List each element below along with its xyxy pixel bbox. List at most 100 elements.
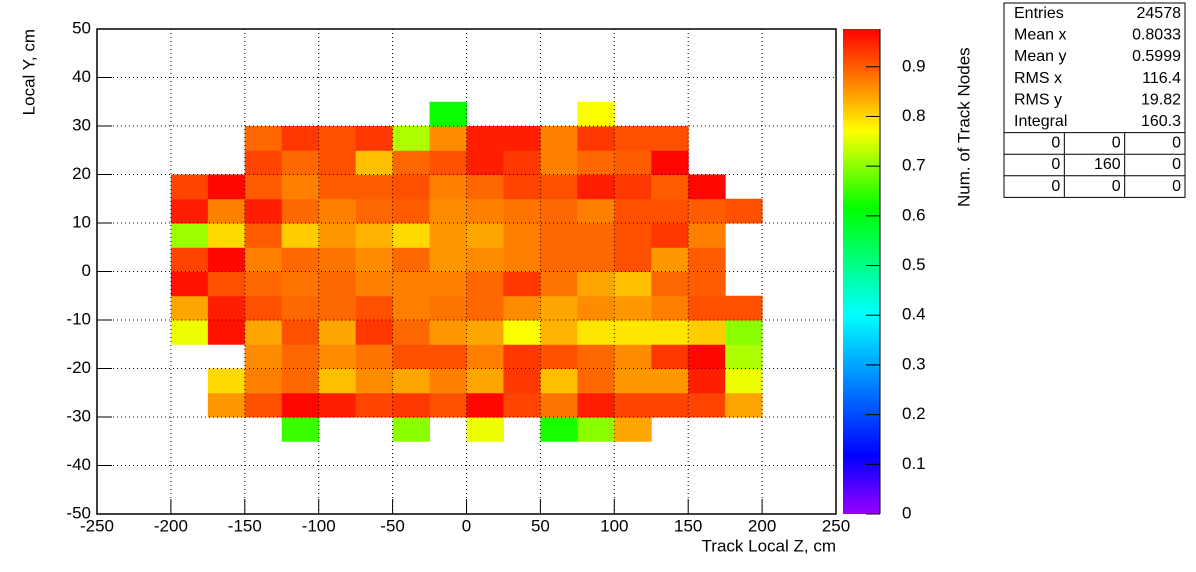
heat-cell [318,126,357,151]
stats-label: Mean y [1014,48,1066,65]
stats-value: 24578 [1137,5,1182,22]
heat-cell [392,247,431,272]
heat-cell [281,198,320,224]
heat-cell [651,223,689,248]
heat-cell [429,198,467,224]
stats-cell: 160 [1094,156,1121,173]
heat-cell [651,392,689,418]
heat-cell [244,247,283,272]
heat-cell [725,320,763,345]
y-tick-label: 10 [72,212,91,231]
heat-cell [540,392,578,418]
heat-cell [318,247,357,272]
heat-cell [540,174,578,200]
y-axis-label: Local Y, cm [19,29,38,115]
z-tick-label: 0 [902,503,911,522]
x-tick-label: -50 [380,516,405,535]
heat-cell [281,417,320,442]
heat-cell [355,223,394,248]
heat-cell [207,271,246,297]
heat-cell [466,392,504,418]
heat-cell [244,295,283,321]
heat-cell [503,392,541,418]
heat-cell [725,295,763,321]
heat-cell [614,368,652,394]
x-tick-label: 200 [748,516,776,535]
heat-cell [651,295,689,321]
heat-cell [540,368,578,394]
heat-cell [577,417,615,442]
heat-cell [688,271,726,297]
heat-cell [318,150,357,175]
stats-value: 116.4 [1142,70,1181,87]
heat-cell [429,223,467,248]
heat-cell [429,247,467,272]
heat-cell [392,295,431,321]
stats-label: Integral [1014,113,1067,130]
heat-cell [244,344,283,369]
stats-value: 19.82 [1141,91,1181,108]
heat-cell [614,271,652,297]
heat-cell [688,320,726,345]
heat-cell [281,392,320,418]
x-tick-label: -200 [154,516,188,535]
heat-cell [207,247,246,272]
heat-cell [355,247,394,272]
heat-cell [244,320,283,345]
heat-cell [503,223,541,248]
heat-cell [466,223,504,248]
heat-cell [318,223,357,248]
heat-cell [503,247,541,272]
y-tick-label: 30 [72,115,91,134]
heat-cell [281,344,320,369]
heat-cell [688,344,726,369]
heat-cell [688,295,726,321]
z-tick-label: 0.6 [902,205,926,224]
heat-cell [318,368,357,394]
heat-cell [503,150,541,175]
stats-label: RMS y [1014,91,1062,108]
heat-cell [466,198,504,224]
heat-cell [281,368,320,394]
plot-frame [96,28,837,515]
heat-cell [540,126,578,151]
heat-cell [429,392,467,418]
heat-cell [540,344,578,369]
heat-cell [651,150,689,175]
heat-cell [281,223,320,248]
stats-cell: 0 [1112,178,1121,195]
stats-cell: 0 [1051,156,1060,173]
heat-cell [318,174,357,200]
heat-cell [651,198,689,224]
heat-cell [577,368,615,394]
heat-cell [614,223,652,248]
heat-cell [577,223,615,248]
heat-cell [392,174,431,200]
z-axis-label: Num. of Track Nodes [954,47,973,207]
heat-cell [577,126,615,151]
stats-cell: 0 [1051,135,1060,152]
x-tick-label: 150 [674,516,702,535]
stats-cell: 0 [1172,135,1181,152]
heat-cell [688,198,726,224]
heat-cell [207,392,246,418]
heat-cell [355,271,394,297]
heat-cell [170,198,209,224]
heat-cell [392,223,431,248]
heat-cell [170,271,209,297]
heat-cell [318,198,357,224]
heat-cell [466,320,504,345]
y-tick-label: -50 [66,503,91,522]
heat-cell [466,417,504,442]
z-tick-label: 0.2 [902,404,926,423]
heat-cell [503,320,541,345]
heat-cell [614,174,652,200]
heat-cell [318,344,357,369]
y-tick-label: -10 [66,309,91,328]
heat-cell [244,150,283,175]
heat-cell [614,392,652,418]
stats-label: Mean x [1014,27,1066,44]
heat-cell [281,320,320,345]
stats-cell: 0 [1172,178,1181,195]
